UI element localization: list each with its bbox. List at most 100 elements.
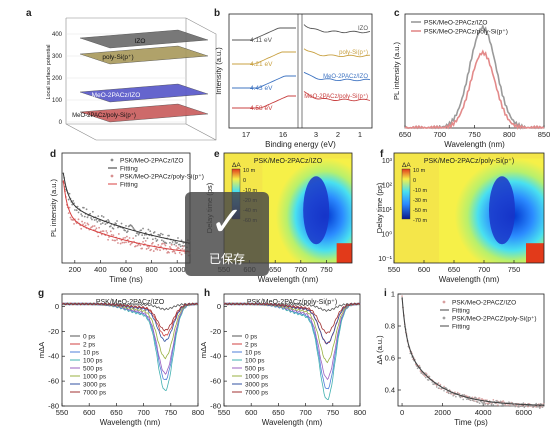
trpl-point (101, 222, 104, 224)
legend-label: Fitting (452, 308, 470, 315)
heatmap-core (489, 176, 515, 245)
panel-i-xtick-label: 4000 (475, 408, 492, 417)
heatmap-core (303, 176, 330, 245)
trpl-point (90, 217, 92, 219)
legend-label: PSK/MeO-2PACz/IZO (120, 158, 183, 165)
legend-label: 10 ps (245, 350, 262, 357)
panel-f-ytick-label: 10¹ (382, 207, 393, 214)
kinetics-point (539, 407, 541, 409)
trpl-point (77, 211, 80, 214)
legend-label: PSK/MeO-2PACz/poly-Si(p⁺) (424, 29, 508, 36)
kinetics-point (454, 391, 456, 393)
trpl-point (68, 192, 71, 195)
z-tick-label: 0 (59, 120, 63, 126)
panel-b-xlabel: Binding energy (eV) (265, 140, 336, 149)
panel-c-ylabel: PL intensity (a.u.) (392, 41, 401, 100)
trpl-point (150, 248, 152, 251)
kinetics-point (539, 406, 542, 408)
layer-label: MeO-2PACz/poly-Si(p⁺) (72, 112, 136, 119)
kinetics-point (480, 400, 483, 403)
panel-g-frame (61, 293, 199, 407)
panel-h-ytick-label: -60 (210, 377, 221, 386)
trpl-point (71, 203, 74, 206)
kinetics-point (538, 406, 540, 408)
trpl-point (159, 234, 161, 237)
kinetics-point (462, 398, 464, 401)
trpl-point (183, 249, 186, 252)
trpl-point (134, 234, 137, 237)
ups-secondary-edge (232, 27, 296, 41)
kinetics-point (478, 397, 481, 399)
trpl-point (157, 244, 160, 246)
panel-d-xtick-label: 600 (120, 265, 133, 274)
panel-b-xtick-label: 16 (279, 130, 287, 139)
trpl-point (114, 239, 117, 242)
kinetics-point (541, 406, 544, 408)
trpl-point (155, 247, 158, 250)
panel-d-xlabel: Time (ns) (109, 275, 143, 284)
trpl-point (106, 231, 109, 234)
panel-e-title: PSK/MeO-2PACz/IZO (254, 158, 323, 165)
trpl-point (83, 215, 86, 218)
kinetics-point (492, 404, 495, 406)
legend-label: 2 ps (245, 342, 258, 349)
trpl-point (72, 219, 75, 221)
kinetics-point (476, 401, 479, 403)
trpl-point (174, 252, 177, 255)
panel-g-ytick-label: -60 (48, 377, 59, 386)
panel-f-xtick-label: 600 (418, 265, 431, 274)
panel-b-xtick-label: 3 (314, 130, 318, 139)
panel-letter: c (394, 8, 400, 19)
legend-swatch (442, 316, 446, 320)
trpl-point (82, 206, 85, 209)
legend-label: 500 ps (83, 366, 103, 373)
trpl-point (178, 251, 181, 254)
panel-h-xlabel: Wavelength (nm) (262, 418, 323, 427)
kinetics-point (499, 400, 502, 403)
colorbar-unit: ΔA (232, 162, 241, 169)
trpl-point (85, 208, 88, 211)
trpl-point (81, 220, 83, 223)
legend-label: 100 ps (83, 358, 103, 365)
panel-e-xlabel: Wavelength (nm) (258, 275, 319, 284)
trpl-point (73, 222, 75, 225)
legend-label: 3000 ps (83, 382, 107, 389)
kinetics-point (443, 385, 445, 388)
kinetics-point (524, 405, 527, 408)
kinetics-point (487, 403, 489, 406)
legend-label: 7000 ps (245, 390, 269, 397)
kinetics-point (420, 372, 423, 374)
panel-g-xtick-label: 600 (83, 408, 96, 417)
saved-toast[interactable]: ✓ 已保存 (185, 192, 269, 276)
kinetics-point (523, 406, 526, 409)
panel-g-xtick-label: 700 (137, 408, 150, 417)
trpl-point (119, 242, 122, 245)
trpl-point (87, 223, 90, 226)
trpl-point (91, 218, 93, 221)
ups-valence-band (303, 91, 371, 102)
trpl-point (147, 228, 150, 231)
panel-f-frame (393, 152, 545, 264)
trpl-point (124, 236, 127, 239)
trpl-point (125, 241, 127, 244)
trpl-point (97, 235, 100, 238)
trpl-point (122, 237, 125, 240)
panel-a: 400 300 200 100 0 Local surface potential IZO p… (46, 17, 217, 141)
trpl-point (126, 230, 129, 232)
kinetics-point (469, 399, 472, 402)
trpl-point (80, 227, 83, 230)
trpl-point (143, 234, 146, 236)
layer-label: IZO (135, 38, 146, 45)
kinetics-point (519, 405, 522, 408)
kinetics-point (461, 393, 464, 396)
axes-box (185, 123, 217, 141)
trpl-point (142, 241, 144, 243)
trpl-point (145, 248, 148, 250)
kinetics-point (455, 395, 457, 398)
trpl-point (176, 248, 178, 250)
trpl-fit (62, 180, 191, 253)
trpl-point (156, 239, 159, 241)
trpl-point (141, 234, 144, 237)
trpl-point (97, 215, 100, 217)
panel-letter: e (214, 149, 220, 160)
